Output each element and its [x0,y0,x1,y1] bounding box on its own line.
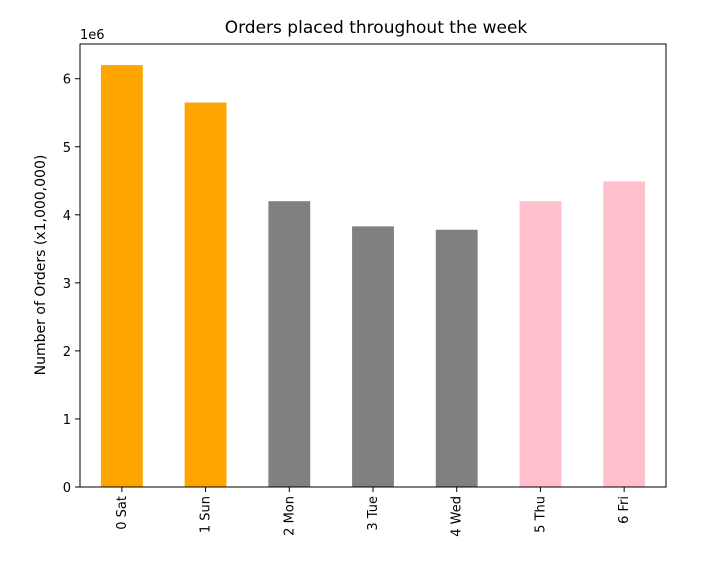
y-tick-label: 0 [63,481,71,496]
y-tick-label: 6 [63,73,71,88]
bar-2-mon [268,201,311,487]
x-tick-label: 3 Tue [366,496,381,531]
bar-3-tue [352,226,394,487]
bar-4-wed [435,229,478,487]
bar-5-thu [519,201,562,487]
x-tick-label: 2 Mon [282,496,297,536]
plot-frame [79,43,667,488]
y-axis-offset-label: 1e6 [80,28,105,43]
x-tick-label: 4 Wed [450,496,465,537]
y-tick-label: 3 [63,277,71,292]
bars-group [100,65,646,487]
x-tick-label: 0 Sat [115,496,130,530]
y-tick-label: 5 [63,141,71,156]
x-tick-label: 6 Fri [617,496,632,524]
x-tick-label: 1 Sun [199,496,214,533]
y-axis-label: Number of Orders (x1,000,000) [33,155,49,376]
y-tick-label: 1 [63,413,71,428]
bar-0-sat [100,65,143,487]
x-ticks-group: 0 Sat 1 Sun 2 Mon 3 Tue 4 Wed 5 Thu 6 Fri [115,487,632,537]
bar-1-sun [184,102,227,487]
y-ticks-group: 0 1 2 3 4 5 6 [63,73,80,496]
y-tick-label: 4 [63,209,71,224]
chart-title: Orders placed throughout the week [225,18,528,38]
bar-6-fri [603,181,646,487]
x-tick-label: 5 Thu [533,496,548,533]
y-tick-label: 2 [63,345,71,360]
